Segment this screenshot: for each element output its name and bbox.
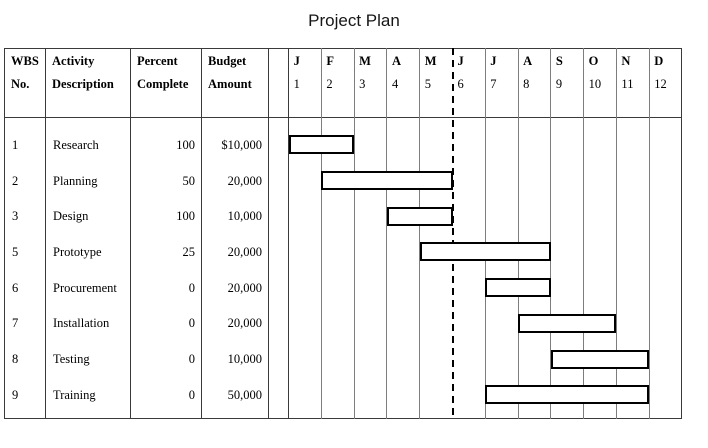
task-activity: Installation bbox=[53, 316, 110, 331]
grid-month-vline bbox=[353, 48, 355, 419]
grid-month-vline bbox=[419, 48, 421, 419]
gantt-bar bbox=[386, 206, 453, 226]
grid-vline bbox=[288, 48, 290, 419]
grid-month-vline bbox=[386, 48, 388, 419]
gantt-bar bbox=[288, 135, 355, 155]
column-header-wbs: WBS bbox=[11, 54, 39, 68]
month-header-letter: S bbox=[555, 54, 563, 68]
column-header-percent: Complete bbox=[137, 77, 189, 91]
month-header-letter: O bbox=[588, 54, 599, 68]
gantt-bar bbox=[321, 171, 453, 191]
month-header-letter: J bbox=[457, 54, 464, 68]
task-wbs: 2 bbox=[12, 173, 19, 188]
month-header-number: 10 bbox=[588, 77, 602, 91]
header-divider-line bbox=[4, 117, 682, 118]
task-activity: Planning bbox=[53, 173, 98, 188]
month-header-number: 6 bbox=[457, 77, 464, 91]
column-header-percent: Percent bbox=[137, 54, 178, 68]
task-wbs: 9 bbox=[12, 387, 19, 402]
task-wbs: 7 bbox=[12, 316, 19, 331]
task-percent: 0 bbox=[188, 280, 195, 295]
month-header-letter: A bbox=[523, 54, 533, 68]
grid-month-vline bbox=[320, 48, 322, 419]
task-percent: 50 bbox=[182, 173, 196, 188]
month-header-number: 1 bbox=[293, 77, 300, 91]
task-wbs: 1 bbox=[12, 137, 19, 152]
grid-vline bbox=[200, 48, 202, 419]
task-percent: 0 bbox=[188, 352, 195, 367]
table-outline bbox=[4, 48, 682, 419]
month-header-letter: M bbox=[359, 54, 371, 68]
task-budget: 20,000 bbox=[227, 173, 262, 188]
column-header-activity: Activity bbox=[52, 54, 95, 68]
grid-month-vline bbox=[583, 48, 585, 419]
task-wbs: 8 bbox=[12, 352, 19, 367]
gantt-bar bbox=[485, 278, 551, 298]
month-header-letter: N bbox=[621, 54, 631, 68]
gantt-bar bbox=[518, 313, 617, 333]
month-header-letter: J bbox=[293, 54, 300, 68]
gantt-bar bbox=[485, 385, 650, 405]
task-wbs: 6 bbox=[12, 280, 19, 295]
task-budget: 10,000 bbox=[227, 209, 262, 224]
month-header-number: 3 bbox=[359, 77, 366, 91]
column-header-budget: Amount bbox=[208, 77, 252, 91]
status-date-line bbox=[451, 48, 454, 419]
task-budget: $10,000 bbox=[221, 137, 262, 152]
grid-vline bbox=[129, 48, 131, 419]
task-percent: 0 bbox=[188, 316, 195, 331]
gantt-bar bbox=[550, 349, 650, 369]
grid-month-vline bbox=[484, 48, 486, 419]
column-header-budget: Budget bbox=[208, 54, 247, 68]
task-budget: 50,000 bbox=[227, 387, 262, 402]
task-activity: Research bbox=[53, 137, 99, 152]
grid-vline bbox=[267, 48, 269, 419]
grid-month-vline bbox=[550, 48, 552, 419]
task-budget: 20,000 bbox=[227, 280, 262, 295]
month-header-number: 2 bbox=[326, 77, 333, 91]
task-budget: 20,000 bbox=[227, 316, 262, 331]
month-header-letter: A bbox=[391, 54, 401, 68]
task-percent: 25 bbox=[182, 244, 196, 259]
month-header-letter: D bbox=[654, 54, 664, 68]
grid-month-vline bbox=[615, 48, 617, 419]
task-activity: Testing bbox=[53, 352, 90, 367]
month-header-number: 5 bbox=[424, 77, 431, 91]
task-activity: Training bbox=[53, 387, 96, 402]
page-title: Project Plan bbox=[308, 11, 400, 30]
grid-month-vline bbox=[648, 48, 650, 419]
task-percent: 100 bbox=[176, 137, 195, 152]
month-header-number: 11 bbox=[621, 77, 634, 91]
month-header-number: 12 bbox=[654, 77, 667, 91]
task-wbs: 5 bbox=[12, 244, 19, 259]
task-budget: 20,000 bbox=[227, 244, 262, 259]
month-header-number: 9 bbox=[555, 77, 563, 91]
task-percent: 100 bbox=[176, 209, 195, 224]
month-header-letter: M bbox=[424, 54, 437, 68]
grid-month-vline bbox=[517, 48, 519, 419]
task-budget: 10,000 bbox=[227, 352, 262, 367]
month-header-number: 8 bbox=[523, 77, 530, 91]
task-activity: Design bbox=[53, 209, 89, 224]
month-header-letter: J bbox=[490, 54, 497, 68]
month-header-letter: F bbox=[326, 54, 335, 68]
month-header-number: 7 bbox=[490, 77, 497, 91]
task-wbs: 3 bbox=[12, 209, 19, 224]
month-header-number: 4 bbox=[391, 77, 399, 91]
column-header-wbs: No. bbox=[11, 77, 30, 91]
gantt-bar bbox=[419, 242, 551, 262]
column-header-activity: Description bbox=[52, 77, 114, 91]
task-activity: Procurement bbox=[53, 280, 117, 295]
task-percent: 0 bbox=[188, 387, 195, 402]
grid-vline bbox=[44, 48, 46, 419]
task-activity: Prototype bbox=[53, 244, 102, 259]
